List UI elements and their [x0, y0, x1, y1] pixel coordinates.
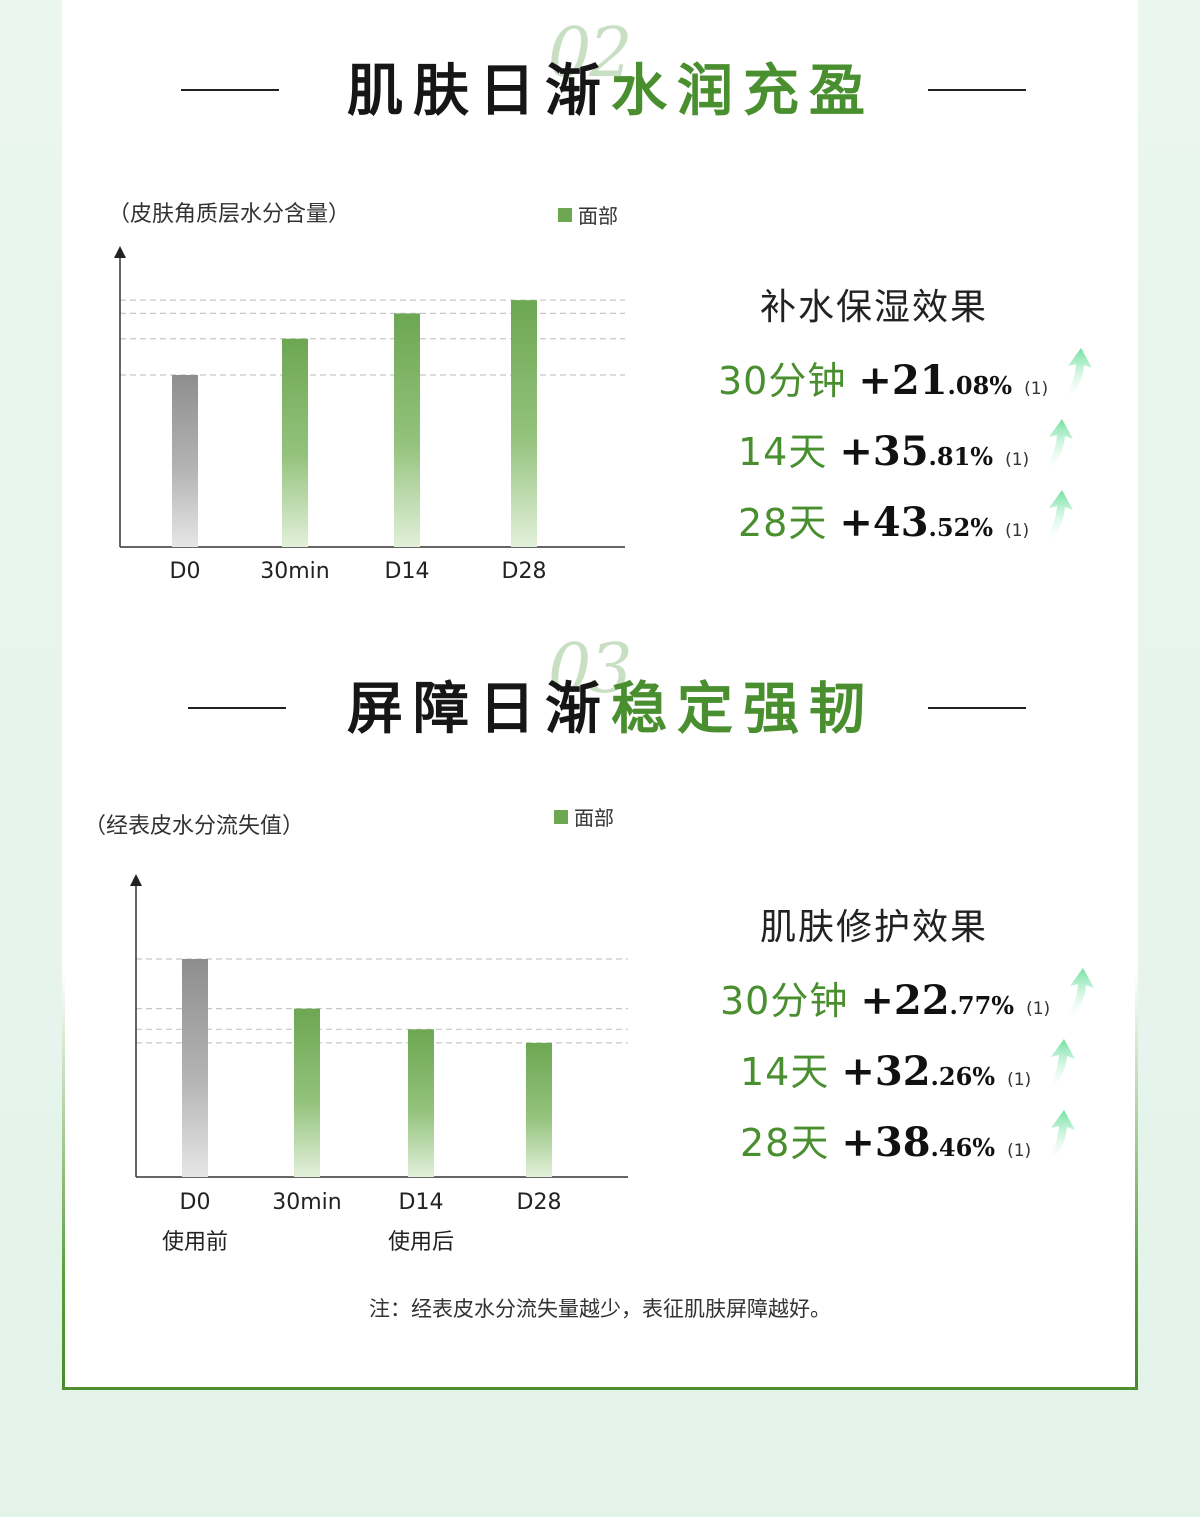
stat-reference: (1)	[1005, 450, 1030, 470]
up-arrow-icon	[1041, 1039, 1076, 1095]
content-card	[62, 0, 1138, 1390]
up-arrow-icon	[1039, 419, 1074, 475]
section-number: 03	[548, 630, 633, 709]
stat-label: 14天	[740, 1050, 830, 1094]
y-axis-arrow-icon	[130, 874, 142, 886]
tick-label: D28	[517, 1190, 562, 1215]
title-green-part: 水润充盈	[611, 59, 875, 124]
stat-plus: +	[858, 357, 892, 404]
stat-value-int: 35	[872, 428, 929, 475]
up-arrow-icon	[1058, 348, 1093, 404]
stat-row: 30分钟 +22.77% (1)	[720, 968, 1100, 1030]
bar-d14	[394, 313, 420, 547]
title-green-part: 稳定强韧	[611, 677, 875, 742]
tick-label: D28	[502, 559, 547, 584]
title-dark-part: 肌肤日渐	[347, 59, 611, 124]
stat-reference: (1)	[1026, 999, 1051, 1019]
section-number: 02	[548, 14, 633, 93]
stat-label: 28天	[738, 501, 828, 545]
section-title: 屏障日渐稳定强韧	[347, 682, 875, 738]
bar-d28	[526, 1042, 552, 1177]
stat-value-int: 22	[893, 977, 950, 1024]
bar-d14	[408, 1029, 434, 1177]
stat-value-int: 43	[872, 499, 929, 546]
title-dark-part: 屏障日渐	[347, 677, 611, 742]
stat-row: 28天 +38.46% (1)	[740, 1110, 1081, 1172]
stat-value-dec: .52%	[928, 513, 994, 542]
bar-30min	[294, 1008, 320, 1177]
bar-d0	[172, 375, 198, 547]
chart-legend: 面部	[558, 200, 618, 229]
stat-plus: +	[839, 428, 873, 475]
legend-label: 面部	[574, 806, 614, 830]
stat-plus: +	[841, 1119, 875, 1166]
section-header-barrier: 03 屏障日渐稳定强韧	[0, 636, 1200, 756]
stat-row: 14天 +32.26% (1)	[740, 1039, 1081, 1101]
y-axis-arrow-icon	[114, 246, 126, 258]
stat-reference: (1)	[1007, 1070, 1032, 1090]
stat-reference: (1)	[1007, 1141, 1032, 1161]
stat-label: 14天	[738, 430, 828, 474]
section-title: 肌肤日渐水润充盈	[347, 64, 875, 120]
stat-label: 30分钟	[720, 979, 849, 1023]
stat-value-int: 21	[891, 357, 948, 404]
stat-label: 28天	[740, 1121, 830, 1165]
tick-label: D0	[170, 559, 201, 584]
bar-30min	[282, 338, 308, 547]
up-arrow-icon	[1039, 490, 1074, 546]
bar-d28	[511, 300, 537, 547]
tick-label: D14	[399, 1190, 444, 1215]
stat-plus: +	[841, 1048, 875, 1095]
stat-row: 28天 +43.52% (1)	[738, 490, 1079, 552]
barrier-bar-chart: D0 30min D14 D28 使用前 使用后	[130, 874, 628, 1255]
stat-row: 30分钟 +21.08% (1)	[718, 348, 1098, 410]
legend-label: 面部	[578, 204, 618, 228]
section-header-hydration: 02 肌肤日渐水润充盈	[0, 20, 1200, 140]
stats-title: 补水保湿效果	[760, 287, 989, 328]
stat-value-dec: .08%	[947, 371, 1013, 400]
tick-label: D0	[180, 1190, 211, 1215]
header-rule-left	[181, 89, 279, 91]
stat-row: 14天 +35.81% (1)	[738, 419, 1079, 481]
up-arrow-icon	[1041, 1110, 1076, 1166]
tick-label: 30min	[260, 559, 329, 584]
tick-label: D14	[385, 559, 430, 584]
stats-title: 肌肤修护效果	[760, 907, 989, 948]
legend-swatch	[554, 809, 568, 824]
header-rule-left	[188, 707, 286, 709]
tick-label: 30min	[272, 1190, 341, 1215]
stat-reference: (1)	[1005, 521, 1030, 541]
bar-d0	[182, 959, 208, 1177]
chart-legend: 面部	[554, 802, 614, 831]
stat-plus: +	[860, 977, 894, 1024]
stat-label: 30分钟	[718, 359, 847, 403]
chart-caption: （经表皮水分流失值）	[84, 814, 305, 839]
stat-value-dec: .81%	[928, 442, 994, 471]
stat-value-dec: .26%	[930, 1062, 996, 1091]
stat-value-int: 38	[874, 1119, 931, 1166]
up-arrow-icon	[1060, 968, 1095, 1024]
header-rule-right	[928, 89, 1026, 91]
stat-value-int: 32	[874, 1048, 931, 1095]
stat-reference: (1)	[1024, 379, 1049, 399]
tick-sublabel: 使用后	[388, 1230, 454, 1255]
stat-plus: +	[839, 499, 873, 546]
hydration-bar-chart: D0 30min D14 D28	[114, 246, 625, 584]
footnote: 注：经表皮水分流失量越少，表征肌肤屏障越好。	[369, 1297, 831, 1321]
header-rule-right	[928, 707, 1026, 709]
stat-value-dec: .46%	[930, 1133, 996, 1162]
stat-value-dec: .77%	[949, 991, 1015, 1020]
tick-sublabel: 使用前	[162, 1230, 228, 1255]
chart-caption: （皮肤角质层水分含量）	[108, 202, 351, 227]
legend-swatch	[558, 207, 572, 222]
